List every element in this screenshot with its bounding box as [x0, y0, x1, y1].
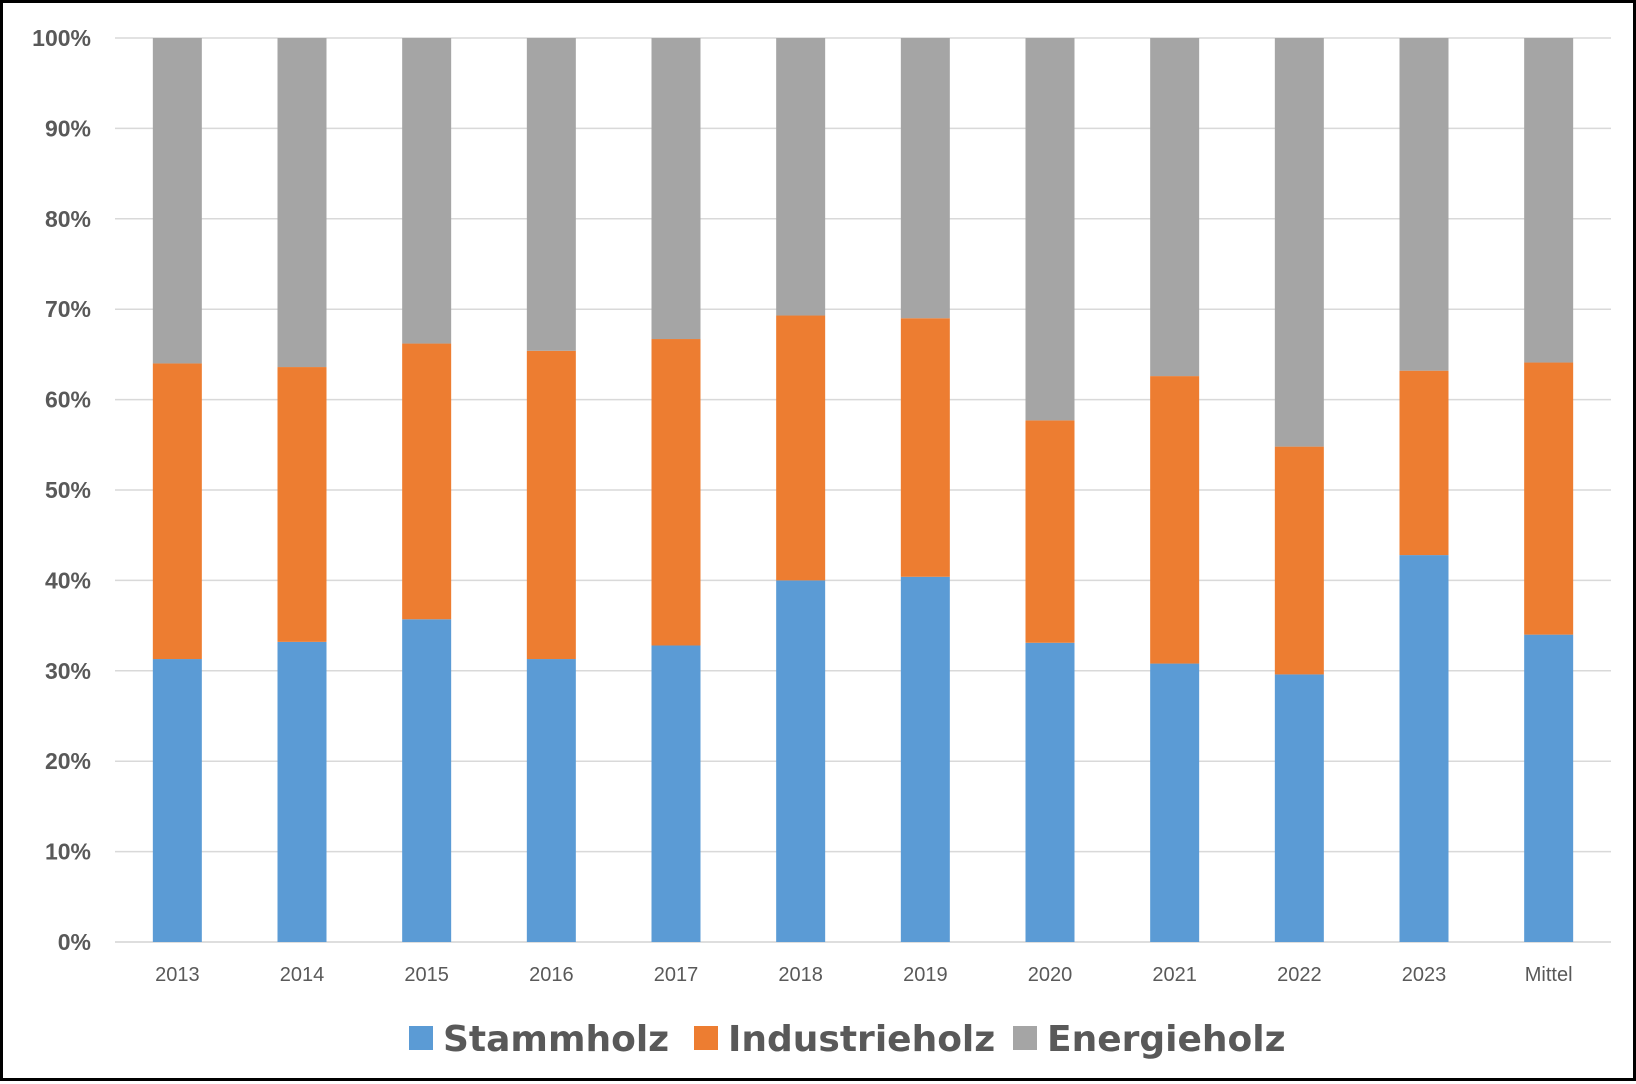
bar-segment-energieholz-2015 — [402, 38, 452, 344]
bar-segment-stammholz-2023 — [1399, 555, 1449, 942]
bar-segment-stammholz-2020 — [1025, 642, 1075, 942]
y-tick-label: 100% — [32, 25, 91, 51]
x-tick-label: 2023 — [1402, 964, 1447, 986]
y-tick-label: 60% — [45, 387, 91, 413]
bar-segment-industrieholz-2014 — [277, 367, 327, 642]
bar-segment-industrieholz-2019 — [900, 318, 950, 577]
x-tick-label: 2014 — [280, 964, 325, 986]
x-tick-label: 2019 — [903, 964, 948, 986]
bar-segment-stammholz-2022 — [1274, 674, 1324, 942]
bar-segment-stammholz-2013 — [152, 659, 202, 942]
legend-label-energieholz: Energieholz — [1047, 1019, 1286, 1060]
y-tick-label: 70% — [45, 296, 91, 322]
y-tick-label: 80% — [45, 206, 91, 232]
y-tick-label: 0% — [58, 929, 91, 955]
bar-segment-industrieholz-2017 — [651, 339, 701, 646]
bar-segment-energieholz-2014 — [277, 38, 327, 368]
x-tick-label: 2016 — [529, 964, 574, 986]
legend-label-industrieholz: Industrieholz — [728, 1019, 995, 1060]
y-tick-label: 40% — [45, 567, 91, 593]
legend: Stammholz Industrieholz Energieholz — [409, 1019, 1286, 1060]
bar-segment-stammholz-2021 — [1150, 663, 1200, 942]
y-tick-label: 20% — [45, 748, 91, 774]
bar-segment-stammholz-mittel — [1524, 634, 1574, 942]
bar-segment-industrieholz-2021 — [1150, 376, 1200, 664]
bar-segment-industrieholz-2016 — [526, 350, 576, 660]
y-tick-label: 90% — [45, 115, 91, 141]
bar-segment-energieholz-2016 — [526, 38, 576, 351]
bar-segment-energieholz-2020 — [1025, 38, 1075, 421]
x-tick-label: 2021 — [1152, 964, 1197, 986]
x-tick-label: 2017 — [654, 964, 699, 986]
bar-segment-industrieholz-2015 — [402, 343, 452, 620]
bar-segment-stammholz-2016 — [526, 659, 576, 942]
bar-segment-energieholz-2019 — [900, 38, 950, 319]
y-axis-ticks: 0% 10% 20% 30% 40% 50% 60% 70% 80% 90% 100% — [32, 25, 91, 955]
bar-segment-energieholz-2023 — [1399, 38, 1449, 371]
bar-segment-energieholz-mittel — [1524, 38, 1574, 363]
bar-segment-energieholz-2013 — [152, 38, 202, 364]
bar-segment-industrieholz-2020 — [1025, 420, 1075, 643]
stacked-bar-chart: 0%10%20%30%40%50%60%70%80%90%100% 2013 20… — [32, 25, 1611, 1060]
x-tick-label: 2013 — [155, 964, 200, 986]
y-tick-label: 50% — [45, 477, 91, 503]
bar-segment-industrieholz-mittel — [1524, 362, 1574, 635]
x-tick-label: 2018 — [778, 964, 823, 986]
bar-segment-energieholz-2017 — [651, 38, 701, 340]
bar-segment-energieholz-2022 — [1274, 38, 1324, 447]
legend-swatch-industrieholz — [694, 1026, 718, 1050]
x-tick-label: 2022 — [1277, 964, 1322, 986]
y-tick-label: 10% — [45, 839, 91, 865]
bar-segment-industrieholz-2022 — [1274, 446, 1324, 675]
y-tick-label: 30% — [45, 658, 91, 684]
x-axis-ticks: 2013 2014 2015 2016 2017 2018 2019 2020 2021 2022… — [155, 964, 1572, 986]
bar-segment-stammholz-2018 — [776, 580, 826, 942]
bar-segment-stammholz-2014 — [277, 641, 327, 942]
x-tick-label: 2020 — [1028, 964, 1073, 986]
bar-segment-energieholz-2018 — [776, 38, 826, 316]
bar-segment-industrieholz-2023 — [1399, 370, 1449, 556]
bar-segment-energieholz-2021 — [1150, 38, 1200, 377]
legend-swatch-stammholz — [409, 1026, 433, 1050]
bar-segment-stammholz-2019 — [900, 576, 950, 942]
legend-label-stammholz: Stammholz — [443, 1019, 669, 1060]
bar-segment-stammholz-2017 — [651, 645, 701, 942]
bars — [152, 38, 1574, 942]
gridlines — [115, 37, 1611, 943]
bar-segment-industrieholz-2013 — [152, 363, 202, 660]
x-tick-label: Mittel — [1525, 964, 1573, 986]
bar-segment-stammholz-2015 — [402, 619, 452, 942]
legend-swatch-energieholz — [1013, 1026, 1037, 1050]
bar-segment-industrieholz-2018 — [776, 315, 826, 581]
x-tick-label: 2015 — [404, 964, 449, 986]
